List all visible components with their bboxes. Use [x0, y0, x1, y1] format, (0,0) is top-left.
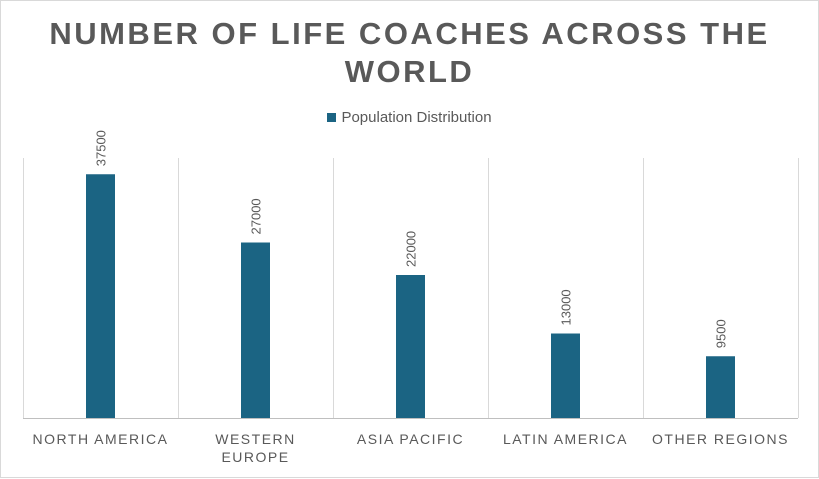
data-label: 9500 [714, 319, 729, 348]
x-tick-label: NORTH AMERICA [33, 431, 169, 447]
bar [86, 174, 115, 418]
x-tick-label: EUROPE [221, 449, 289, 465]
x-tick-label: WESTERN [215, 431, 296, 447]
x-tick-label: ASIA PACIFIC [357, 431, 464, 447]
data-label: 22000 [404, 231, 419, 267]
bar [241, 242, 270, 418]
chart-title: NUMBER OF LIFE COACHES ACROSS THE WORLD [49, 16, 770, 89]
data-label: 37500 [94, 130, 109, 166]
bar [706, 356, 735, 418]
bar [396, 275, 425, 418]
bar [551, 333, 580, 418]
legend-label: Population Distribution [341, 109, 492, 126]
legend-swatch [327, 113, 337, 122]
x-tick-label: OTHER REGIONS [652, 431, 789, 447]
x-tick-label: LATIN AMERICA [503, 431, 628, 447]
data-label: 27000 [249, 198, 264, 234]
chart-legend: Population Distribution [1, 109, 818, 126]
data-label: 13000 [559, 289, 574, 325]
